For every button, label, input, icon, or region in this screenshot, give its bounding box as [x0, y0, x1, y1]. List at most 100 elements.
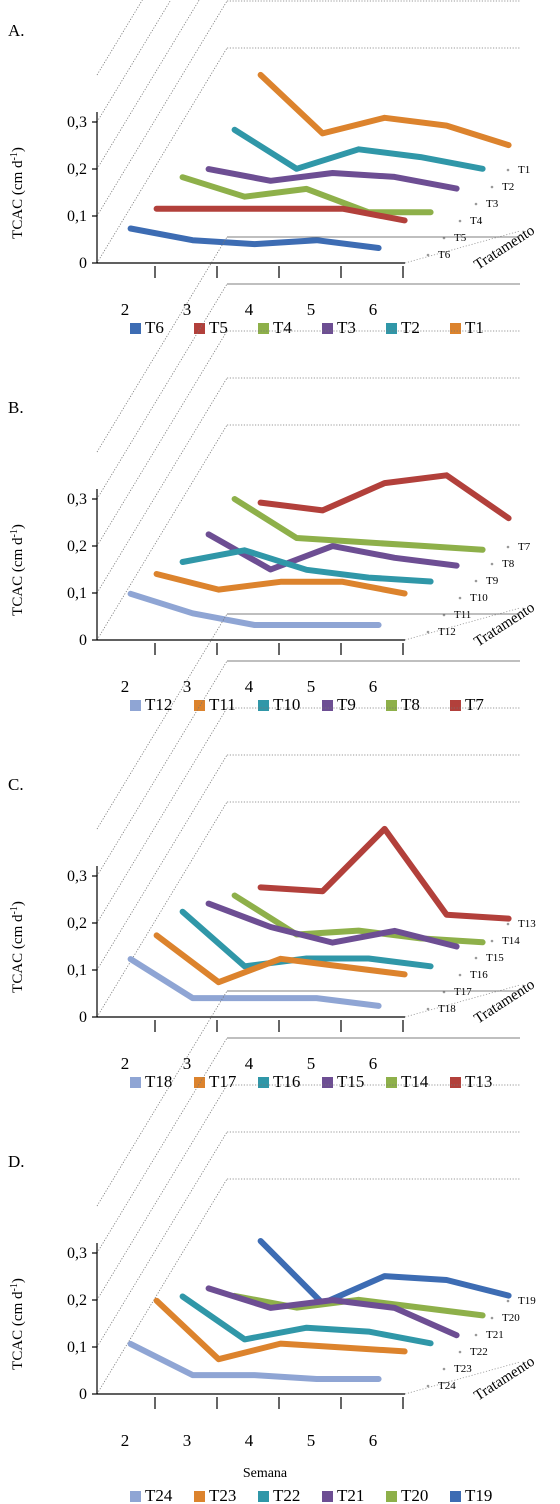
x-tick-label: 5 — [307, 300, 316, 319]
z-tick-label: T16 — [470, 969, 488, 981]
legend-swatch — [386, 1491, 397, 1502]
legend-swatch — [194, 1077, 205, 1088]
legend-label: T3 — [337, 318, 356, 337]
series-line-t3 — [205, 166, 460, 192]
z-tick-mark — [458, 973, 462, 977]
depth-gridline — [96, 1084, 228, 1301]
x-tick-label: 3 — [183, 677, 192, 696]
panel-letter: B. — [8, 398, 24, 417]
floor-edge — [404, 1361, 521, 1395]
legend-swatch — [386, 1077, 397, 1088]
panel-letter: A. — [8, 21, 25, 40]
z-axis-label: Tratamento — [471, 223, 537, 274]
depth-gridline — [96, 801, 228, 1018]
z-tick-mark — [458, 596, 462, 600]
x-tick-label: 6 — [369, 1054, 378, 1073]
depth-gridline — [96, 0, 143, 76]
legend-label: T24 — [145, 1486, 173, 1504]
legend-label: T2 — [401, 318, 420, 337]
panel-letter: D. — [8, 1152, 25, 1171]
panel-letter: C. — [8, 775, 24, 794]
depth-gridline — [96, 1037, 228, 1254]
series-line-t15 — [205, 900, 460, 950]
legend-swatch — [194, 700, 205, 711]
z-tick-label: T17 — [454, 986, 472, 998]
y-tick-label: 0,1 — [67, 1339, 87, 1356]
legend-swatch — [258, 1077, 269, 1088]
legend-swatch — [130, 323, 141, 334]
z-tick-mark — [506, 922, 510, 926]
legend-swatch — [194, 323, 205, 334]
y-tick-label: 0,3 — [67, 491, 87, 508]
y-axis-label: TCAC (cm d-1) — [9, 147, 26, 239]
z-tick-label: T11 — [454, 609, 471, 621]
z-tick-mark — [474, 202, 478, 206]
x-tick-label: 3 — [183, 1054, 192, 1073]
legend-label: T14 — [401, 1072, 429, 1091]
z-tick-mark — [426, 253, 430, 257]
z-tick-mark — [426, 1384, 430, 1388]
y-axis-label: TCAC (cm d-1) — [9, 524, 26, 616]
z-tick-label: T12 — [438, 626, 456, 638]
series-line-t2 — [231, 126, 486, 172]
x-tick-label: 2 — [121, 1054, 130, 1073]
z-tick-label: T22 — [470, 1346, 488, 1358]
z-tick-mark — [426, 630, 430, 634]
z-tick-label: T20 — [502, 1312, 520, 1324]
z-tick-mark — [506, 545, 510, 549]
legend-label: T10 — [273, 695, 300, 714]
depth-gridline — [96, 283, 228, 500]
y-tick-label: 0,3 — [67, 868, 87, 885]
depth-gridline — [96, 236, 228, 453]
z-tick-mark — [474, 579, 478, 583]
legend-swatch — [194, 1491, 205, 1502]
x-axis-label: Semana — [243, 1466, 288, 1481]
y-axis-label-text: TCAC (cm d — [10, 1291, 26, 1370]
series-line-t10 — [179, 547, 434, 585]
series-line-t19 — [257, 1238, 512, 1307]
z-tick-mark — [442, 236, 446, 240]
x-tick-label: 4 — [245, 300, 254, 319]
z-tick-label: T24 — [438, 1380, 456, 1392]
z-tick-label: T13 — [518, 918, 536, 930]
legend-swatch — [130, 700, 141, 711]
legend-label: T20 — [401, 1486, 428, 1504]
floor-edge — [404, 984, 521, 1018]
series-line-t23 — [153, 1297, 408, 1363]
depth-gridline — [96, 0, 200, 170]
z-tick-mark — [442, 1367, 446, 1371]
series-line-t7 — [257, 472, 512, 522]
series-line-t13 — [257, 825, 512, 922]
y-tick-label: 0,2 — [67, 915, 87, 932]
legend-swatch — [450, 323, 461, 334]
y-tick-label: 0,1 — [67, 962, 87, 979]
z-tick-mark — [458, 219, 462, 223]
legend-label: T9 — [337, 695, 356, 714]
y-tick-label: 0,1 — [67, 585, 87, 602]
x-tick-label: 5 — [307, 1431, 316, 1450]
legend-swatch — [322, 323, 333, 334]
y-axis-label-sup: -1 — [9, 529, 20, 537]
legend-label: T21 — [337, 1486, 364, 1504]
y-tick-label: 0 — [79, 632, 87, 649]
z-tick-mark — [474, 1333, 478, 1337]
y-tick-label: 0 — [79, 1009, 87, 1026]
z-tick-mark — [474, 956, 478, 960]
y-axis-label-text: TCAC (cm d — [10, 160, 26, 239]
series-line-t5 — [153, 205, 408, 224]
x-tick-label: 3 — [183, 300, 192, 319]
z-tick-label: T10 — [470, 592, 488, 604]
legend-label: T4 — [273, 318, 292, 337]
legend-label: T16 — [273, 1072, 300, 1091]
y-tick-label: 0 — [79, 1386, 87, 1403]
depth-gridline — [96, 330, 228, 547]
y-axis-label-close: ) — [10, 524, 26, 529]
y-axis-label: TCAC (cm d-1) — [9, 901, 26, 993]
legend-swatch — [386, 700, 397, 711]
z-tick-label: T8 — [502, 558, 515, 570]
z-tick-mark — [490, 562, 494, 566]
